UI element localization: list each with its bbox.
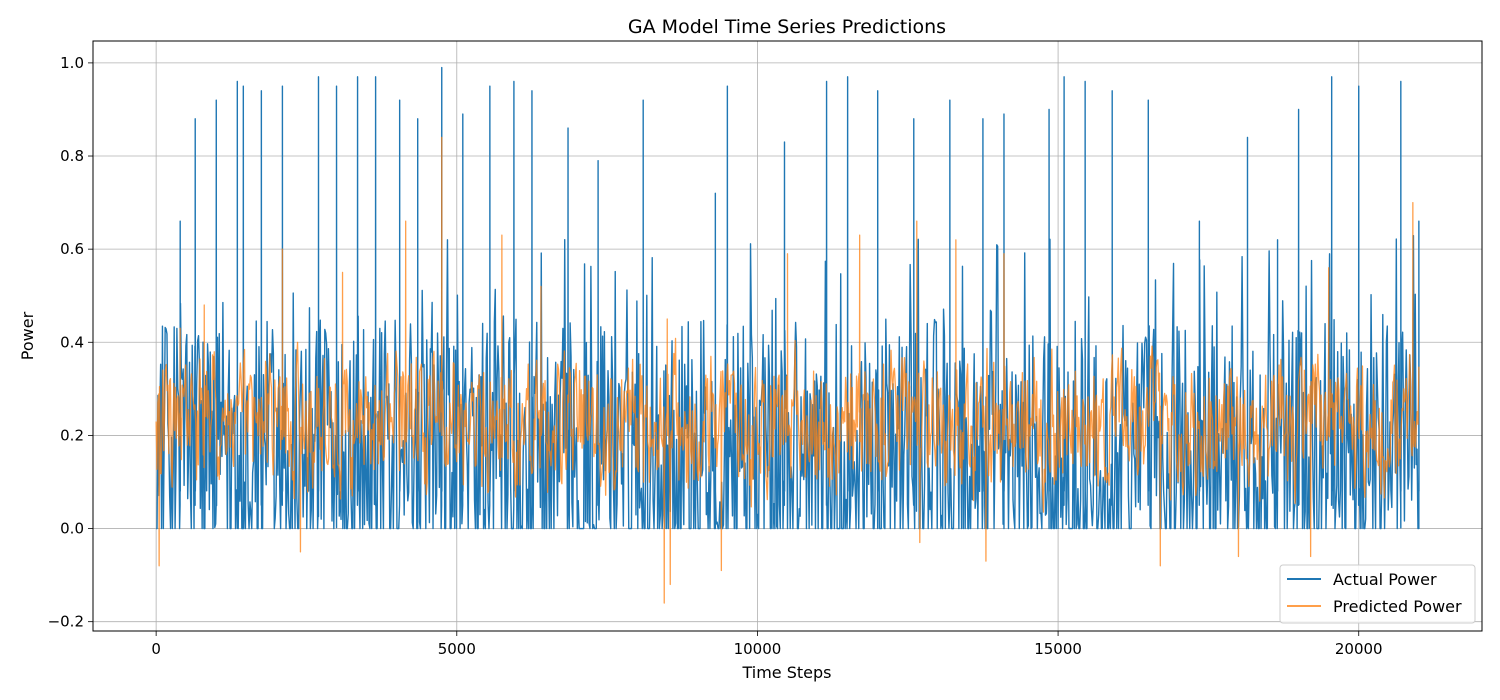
- x-tick-label: 0: [151, 640, 161, 658]
- y-tick-label: −0.2: [48, 613, 84, 631]
- y-tick-label: 0.0: [60, 520, 84, 538]
- y-tick-label: 1.0: [60, 54, 84, 72]
- x-tick-label: 20000: [1335, 640, 1383, 658]
- y-tick-label: 0.8: [60, 147, 84, 165]
- legend: Actual Power Predicted Power: [1279, 564, 1476, 624]
- legend-box: [1279, 564, 1476, 624]
- y-tick-label: 0.2: [60, 426, 84, 444]
- legend-label-predicted: Predicted Power: [1333, 597, 1462, 616]
- y-axis-label: Power: [18, 311, 37, 360]
- plot-frame: [92, 40, 1483, 632]
- legend-label-actual: Actual Power: [1333, 570, 1437, 589]
- y-tick-label: 0.6: [60, 240, 84, 258]
- chart-title: GA Model Time Series Predictions: [628, 16, 946, 38]
- y-tick-label: 0.4: [60, 333, 84, 351]
- x-axis-label: Time Steps: [741, 663, 831, 682]
- series-line-predicted-power: [155, 136, 1420, 604]
- series-layer: [155, 66, 1420, 604]
- y-axis: −0.2 0.0 0.2 0.4 0.6 0.8 1.0: [48, 54, 93, 631]
- x-tick-label: 5000: [438, 640, 476, 658]
- series-line-actual-power: [156, 66, 1420, 530]
- x-tick-label: 15000: [1034, 640, 1082, 658]
- x-tick-label: 10000: [734, 640, 782, 658]
- x-axis: 0 5000 10000 15000 20000: [151, 631, 1383, 658]
